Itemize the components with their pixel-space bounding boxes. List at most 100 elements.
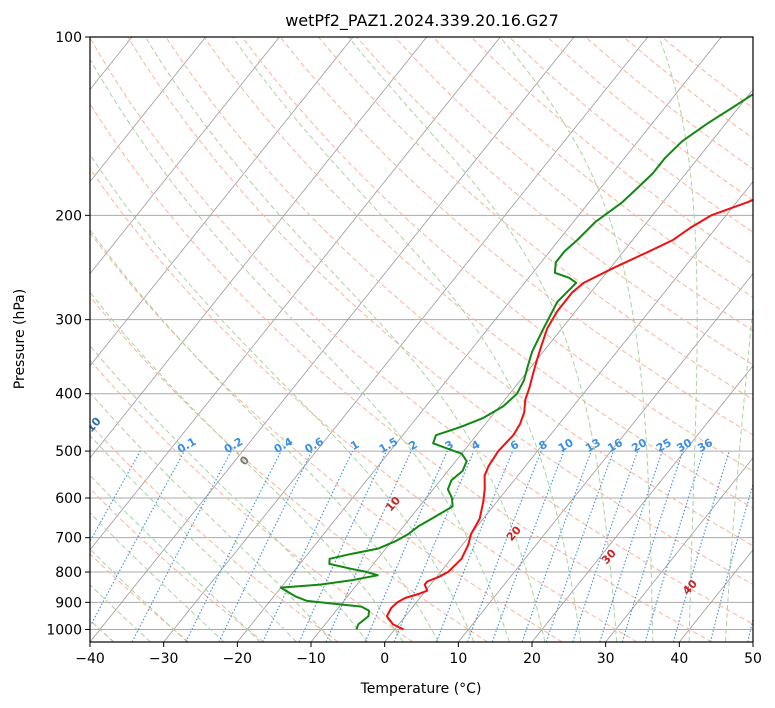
chart-title: wetPf2_PAZ1.2024.339.20.16.G27 [285, 11, 559, 31]
dry-adiabat-label: -20 [0, 388, 23, 412]
mixing-ratio-lines [0, 450, 753, 642]
isotherm-gridlines [0, 37, 753, 642]
x-tick-label: −30 [149, 651, 179, 667]
mixing-ratio-line [90, 450, 185, 628]
y-tick-label: 200 [55, 208, 82, 224]
mixing-ratio-line [521, 450, 592, 642]
moist-adiabats [90, 37, 775, 642]
mixing-ratio-line [185, 450, 282, 642]
mixing-ratio-line [672, 450, 730, 642]
isotherm-line [90, 37, 501, 551]
isotherm-line [90, 37, 427, 459]
mixing-ratio-label: 1.5 [377, 435, 400, 456]
mixing-ratio-label: 16 [605, 436, 625, 455]
isotherm-line [237, 37, 722, 642]
mixing-ratio-label: 0.6 [303, 435, 327, 456]
x-tick-label: −10 [296, 651, 326, 667]
isotherm-line [679, 549, 753, 642]
mixing-ratio-label: 36 [695, 436, 715, 455]
moist-adiabat-line [90, 153, 475, 642]
moist-adiabat-line [499, 37, 654, 642]
dry-adiabat-line [470, 37, 753, 266]
dry-adiabat-line [394, 37, 753, 332]
x-tick-label: 40 [670, 651, 688, 667]
moist-adiabat-line [90, 344, 369, 642]
dry-adiabat-line [90, 487, 264, 642]
moist-adiabat-label: 20 [504, 523, 524, 543]
moist-adiabat-line [90, 391, 333, 642]
dry-adiabat-line [165, 37, 753, 547]
x-tick-label: 10 [449, 651, 467, 667]
y-tick-label: 800 [55, 565, 82, 581]
mixing-ratio-line [90, 450, 141, 543]
x-tick-label: 0 [380, 651, 389, 667]
dry-adiabat-line [90, 553, 190, 642]
dry-adiabat-line [356, 37, 753, 366]
mixing-ratio-line [298, 450, 387, 642]
mixing-ratio-line [0, 451, 48, 642]
dry-adiabat-line [90, 231, 563, 642]
reference-line-labels: -100-90-80-70-60-50-40-30-20-10010203040… [0, 388, 715, 598]
moist-adiabat-line [90, 58, 510, 642]
y-tick-label: 400 [55, 387, 82, 403]
mixing-ratio-line [435, 450, 514, 642]
x-tick-label: 30 [597, 651, 615, 667]
dry-adiabat-line [90, 102, 712, 642]
isotherm-line [90, 37, 280, 275]
sounding-profiles [279, 92, 753, 631]
isotherm-line [0, 37, 58, 642]
dry-adiabat-line [547, 37, 753, 201]
x-axis: −40 −30 −20 −10 0 10 20 30 40 50 [75, 642, 762, 667]
mixing-ratio-line [747, 616, 753, 642]
mixing-ratio-line [325, 450, 412, 642]
dry-adiabat-line [90, 167, 638, 642]
x-tick-label: −20 [223, 651, 253, 667]
mixing-ratio-line [599, 450, 663, 642]
moist-adiabat-label: 30 [599, 547, 619, 567]
temperature-profile [385, 198, 753, 631]
moist-adiabat-label: 40 [680, 577, 700, 597]
y-axis-label: Pressure (hPa) [12, 289, 28, 389]
y-tick-label: 500 [55, 444, 82, 460]
mixing-ratio-line [262, 450, 354, 642]
dry-adiabat-line [241, 37, 753, 472]
moist-adiabat-line [762, 37, 775, 642]
dry-adiabat-line [661, 37, 753, 109]
isotherm-line [752, 641, 753, 642]
mixing-ratio-line [545, 450, 614, 642]
isotherm-line [310, 88, 753, 642]
mixing-ratio-label: 30 [674, 436, 694, 455]
moist-adiabat-line [347, 37, 618, 642]
dry-adiabat-line [203, 37, 753, 509]
mixing-ratio-line [621, 450, 684, 642]
mixing-ratio-label: 0.1 [175, 435, 198, 456]
moist-adiabat-line [658, 37, 698, 642]
plot-frame [89, 36, 754, 643]
isotherm-line [163, 37, 648, 642]
moist-adiabat-line [90, 434, 297, 642]
dry-adiabat-line [318, 37, 753, 401]
mixing-ratio-label: 10 [556, 436, 576, 455]
moist-adiabat-label: 10 [383, 494, 403, 514]
moist-adiabat-line [144, 37, 546, 642]
dry-adiabat-line [90, 423, 339, 642]
dry-adiabats [90, 37, 753, 642]
moist-adiabat-line [232, 37, 582, 642]
dry-adiabat-line [90, 359, 414, 642]
x-axis-label: Temperature (°C) [360, 681, 482, 697]
isotherm-line [384, 180, 753, 642]
isotherm-line [458, 273, 753, 642]
dry-adiabat-line [279, 37, 753, 436]
y-tick-label: 100 [55, 30, 82, 46]
moist-adiabat-line [90, 291, 404, 642]
dry-adiabat-line [508, 37, 753, 233]
y-tick-label: 1000 [46, 622, 82, 638]
y-tick-label: 700 [55, 531, 82, 547]
y-axis: 1000 900 800 700 600 500 400 300 200 100 [46, 30, 90, 638]
dry-adiabat-line [90, 295, 488, 642]
mixing-ratio-line [364, 450, 448, 642]
x-tick-label: 50 [744, 651, 762, 667]
x-tick-label: −40 [75, 651, 105, 667]
moist-adiabat-line [90, 548, 188, 642]
